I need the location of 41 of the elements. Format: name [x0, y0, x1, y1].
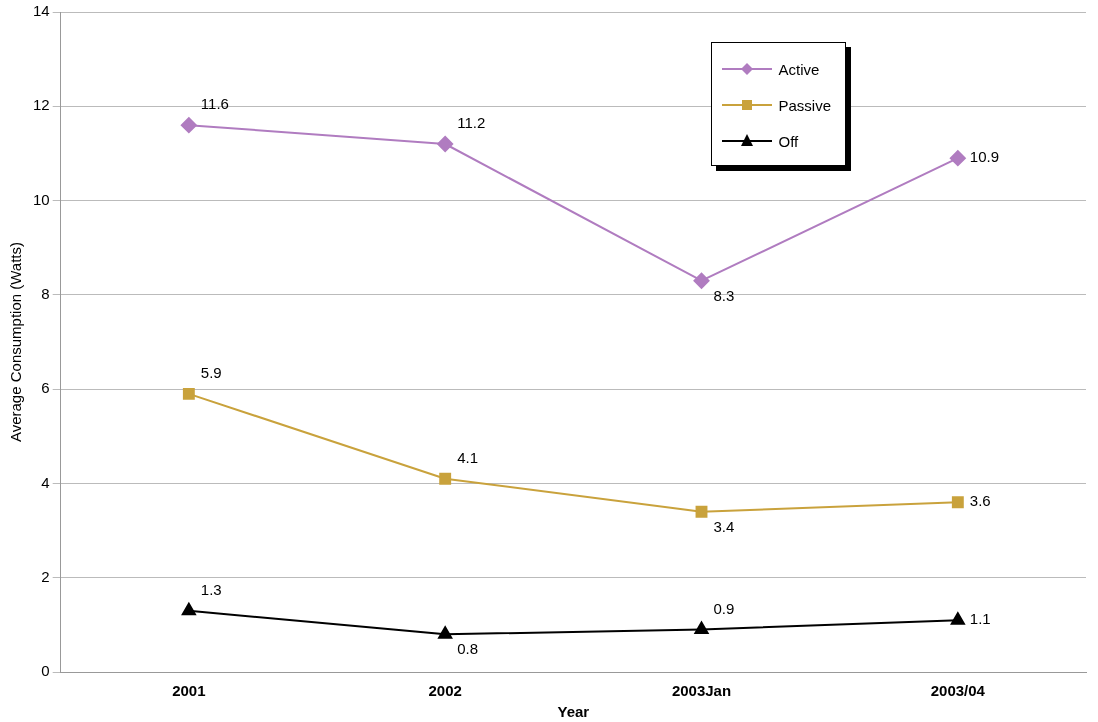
data-label: 8.3 [713, 286, 735, 304]
x-tick-label: 2003Jan [671, 682, 732, 700]
legend-label: Off [778, 132, 799, 150]
data-label: 5.9 [200, 364, 222, 381]
y-tick-label: 12 [33, 96, 50, 114]
point [439, 472, 452, 485]
point [182, 387, 195, 400]
x-tick-label: 2003/04 [930, 682, 986, 700]
data-label: 10.9 [969, 148, 1000, 166]
y-tick-label: 2 [41, 567, 50, 585]
data-label: 3.6 [969, 492, 991, 510]
point [180, 117, 197, 134]
x-axis-title: Year [557, 703, 590, 721]
point [438, 626, 453, 639]
y-tick-label: 10 [33, 190, 50, 208]
point [437, 136, 454, 152]
y-tick-label: 14 [33, 2, 50, 20]
data-label: 0.9 [713, 599, 735, 617]
data-label: 4.1 [457, 448, 479, 466]
y-tick-label: 6 [41, 379, 50, 397]
data-label: 1.3 [200, 580, 222, 598]
x-tick-label: 2001 [172, 682, 206, 700]
data-label: 11.2 [457, 114, 486, 132]
y-axis-title: Average Consumption (Watts) [7, 241, 25, 443]
y-tick-label: 0 [41, 662, 50, 680]
point [695, 505, 708, 518]
data-label: 11.6 [200, 95, 229, 113]
point [693, 272, 710, 289]
legend-label: Active [778, 60, 820, 78]
x-tick-label: 2002 [428, 682, 462, 700]
point [950, 612, 965, 625]
legend-label: Passive [778, 96, 831, 114]
point [951, 496, 964, 509]
data-label: 3.4 [713, 517, 735, 535]
data-label: 0.8 [457, 640, 479, 658]
data-label: 1.1 [969, 610, 991, 628]
y-tick-label: 4 [41, 473, 50, 491]
point [949, 150, 966, 167]
point [694, 621, 709, 635]
y-tick-label: 8 [41, 285, 50, 302]
point [181, 602, 196, 616]
